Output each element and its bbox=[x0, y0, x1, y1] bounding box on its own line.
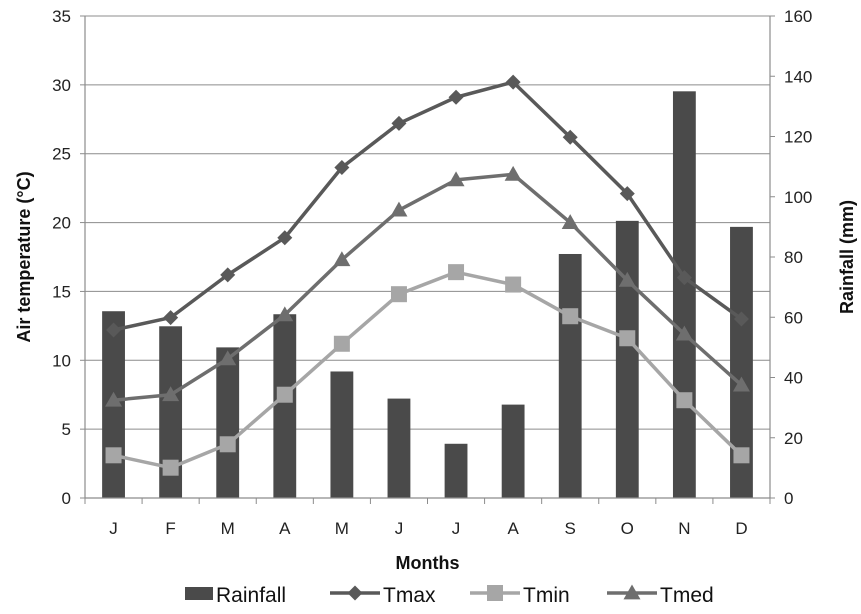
tmed-point bbox=[162, 386, 180, 402]
x-tick-label: D bbox=[735, 519, 747, 538]
gridlines bbox=[85, 15, 770, 430]
tmed-point bbox=[561, 214, 579, 229]
tmax-point bbox=[334, 159, 350, 175]
y2-tick-label: 120 bbox=[784, 128, 812, 147]
x-tick-label: S bbox=[565, 519, 576, 538]
x-tick-label: F bbox=[165, 519, 175, 538]
tmin-point bbox=[390, 286, 407, 303]
tmax-point bbox=[733, 311, 749, 327]
tmin-line bbox=[113, 270, 743, 470]
tmax-line bbox=[113, 80, 743, 332]
x-tick-label: O bbox=[621, 519, 634, 538]
tmax-point bbox=[448, 89, 464, 105]
x-axis-title: Months bbox=[396, 553, 460, 573]
legend-tmin-marker bbox=[487, 585, 503, 601]
y-tick-label: 10 bbox=[52, 351, 71, 370]
y2-tick-label: 80 bbox=[784, 248, 803, 267]
tmed-point bbox=[447, 171, 465, 187]
tmax-point bbox=[505, 74, 521, 90]
axes bbox=[80, 15, 775, 504]
tmin-point bbox=[505, 276, 522, 293]
rainfall-bar bbox=[730, 226, 753, 498]
y-tick-label: 20 bbox=[52, 214, 71, 233]
x-tick-label: A bbox=[507, 519, 519, 538]
y2-tick-label: 40 bbox=[784, 369, 803, 388]
tmin-point bbox=[619, 330, 636, 347]
tmed-line bbox=[113, 172, 743, 402]
tmed-point bbox=[504, 165, 522, 181]
tmax-point bbox=[562, 129, 578, 145]
rainfall-bar bbox=[615, 220, 639, 498]
y-tick-label: 0 bbox=[62, 489, 71, 508]
tmax-point bbox=[676, 270, 692, 286]
legend: Rainfall Tmax Tmin Tmed bbox=[185, 584, 714, 607]
tmed-point bbox=[390, 201, 408, 217]
tmin-point bbox=[562, 308, 579, 325]
tmin-point bbox=[333, 335, 350, 352]
tmax-point bbox=[619, 186, 635, 202]
y2-tick-label: 140 bbox=[784, 67, 812, 86]
y-tick-label: 5 bbox=[62, 420, 71, 439]
tmin-point bbox=[162, 459, 179, 476]
tick-labels: 0 5 10 15 20 25 30 35 0 20 40 60 80 100 120 140 160 J F M A M… bbox=[52, 7, 812, 538]
y2-tick-label: 60 bbox=[784, 308, 803, 327]
tmed-point bbox=[675, 325, 693, 341]
tmax-point bbox=[277, 230, 293, 246]
rainfall-bar bbox=[330, 371, 354, 498]
tmed-point bbox=[333, 251, 351, 267]
tmed-point bbox=[276, 306, 294, 322]
rainfall-bar bbox=[444, 443, 468, 498]
tmin-point bbox=[105, 447, 122, 464]
tmed-point bbox=[105, 391, 123, 407]
y-tick-label: 15 bbox=[52, 282, 71, 301]
tmax-point bbox=[163, 310, 179, 326]
tmax-point bbox=[391, 115, 407, 131]
legend-tmax-marker bbox=[347, 585, 363, 601]
tmin-point bbox=[219, 436, 236, 453]
x-tick-label: M bbox=[221, 519, 235, 538]
rainfall-bars bbox=[102, 91, 753, 498]
legend-rainfall-label: Rainfall bbox=[216, 584, 286, 607]
rainfall-bar bbox=[216, 347, 240, 498]
y2-tick-label: 160 bbox=[784, 7, 812, 26]
x-tick-label: M bbox=[335, 519, 349, 538]
y-axis-title: Air temperature (°C) bbox=[14, 171, 34, 342]
y2-axis-title: Rainfall (mm) bbox=[837, 200, 857, 314]
y-tick-label: 35 bbox=[52, 7, 71, 26]
x-tick-label: J bbox=[109, 519, 118, 538]
y2-tick-label: 20 bbox=[784, 429, 803, 448]
tmax-point bbox=[106, 322, 122, 338]
y-tick-label: 30 bbox=[52, 76, 71, 95]
x-tick-label: J bbox=[452, 519, 461, 538]
rainfall-bar bbox=[501, 404, 525, 498]
legend-tmed-marker bbox=[623, 584, 641, 600]
tmin-point bbox=[676, 392, 693, 409]
legend-tmin-label: Tmin bbox=[523, 584, 570, 607]
tmin-point bbox=[448, 264, 465, 281]
y2-tick-label: 100 bbox=[784, 188, 812, 207]
x-tick-label: J bbox=[395, 519, 404, 538]
rainfall-bar bbox=[558, 253, 582, 498]
x-tick-label: N bbox=[678, 519, 690, 538]
tmed-point bbox=[618, 271, 636, 287]
rainfall-bar bbox=[387, 398, 411, 498]
tmax-point bbox=[220, 267, 236, 283]
legend-tmax-label: Tmax bbox=[383, 584, 436, 607]
legend-rainfall-swatch bbox=[185, 587, 213, 600]
y-tick-label: 25 bbox=[52, 145, 71, 164]
legend-tmed-label: Tmed bbox=[660, 584, 714, 607]
temperature-lines bbox=[105, 74, 750, 476]
rainfall-bar bbox=[672, 91, 696, 498]
x-tick-label: A bbox=[279, 519, 291, 538]
tmin-point bbox=[733, 447, 750, 464]
rainfall-bar bbox=[273, 314, 297, 498]
tmed-point bbox=[219, 350, 237, 366]
tmin-point bbox=[276, 386, 293, 403]
rainfall-bar bbox=[159, 326, 183, 498]
y2-tick-label: 0 bbox=[784, 489, 793, 508]
tmed-point bbox=[732, 376, 750, 392]
